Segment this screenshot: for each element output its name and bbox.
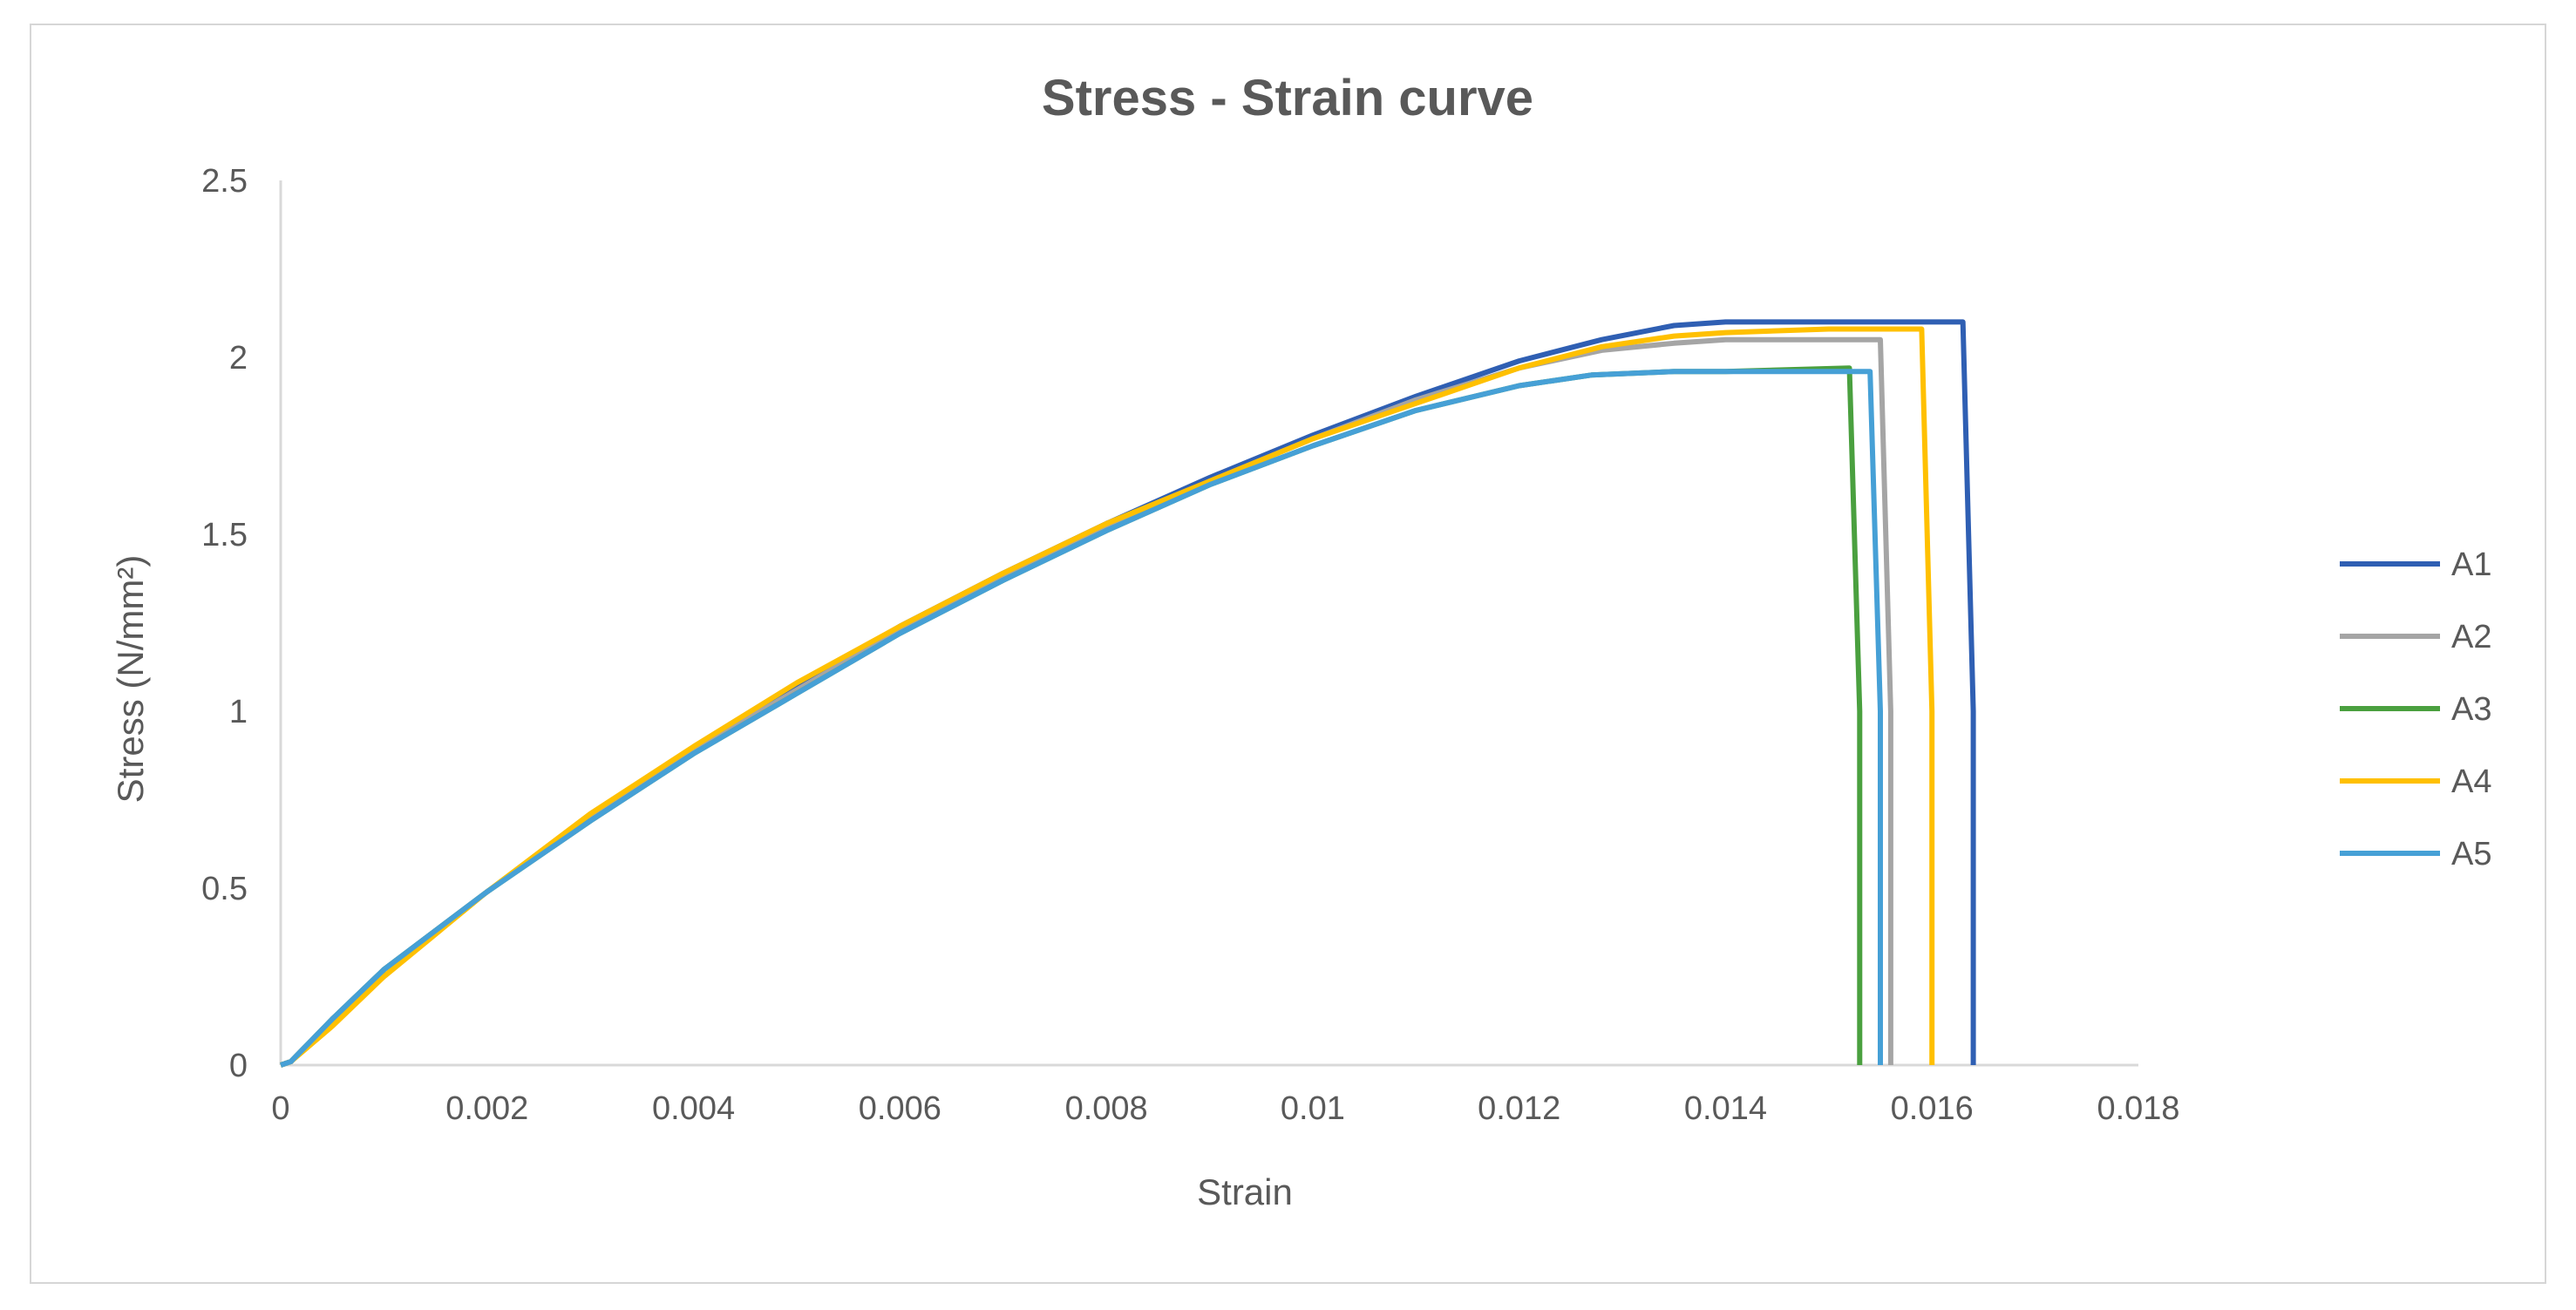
legend: A1 A2 A3 A4 A5 — [2340, 546, 2491, 872]
legend-label-a3: A3 — [2451, 691, 2491, 728]
chart-title: Stress - Strain curve — [1042, 70, 1533, 126]
y-tick-label: 2.5 — [201, 163, 248, 200]
y-tick-label: 1 — [229, 694, 248, 730]
x-tick-label: 0.012 — [1478, 1090, 1560, 1127]
x-tick-label: 0.016 — [1891, 1090, 1974, 1127]
legend-label-a2: A2 — [2451, 619, 2491, 655]
y-tick-label: 0 — [229, 1048, 248, 1084]
y-axis-title: Stress (N/mm²) — [110, 555, 151, 804]
x-tick-label: 0.004 — [652, 1090, 735, 1127]
x-tick-label: 0.01 — [1281, 1090, 1345, 1127]
legend-label-a5: A5 — [2451, 836, 2491, 872]
x-tick-label: 0.014 — [1684, 1090, 1767, 1127]
x-axis-title: Strain — [1197, 1171, 1293, 1212]
axes — [279, 180, 2138, 1067]
x-tick-label: 0.002 — [445, 1090, 528, 1127]
series-line-a5 — [280, 369, 1883, 1068]
y-tick-label: 1.5 — [201, 517, 248, 553]
series-line-a1 — [280, 319, 1976, 1068]
x-axis-ticks: 0 0.002 0.004 0.006 0.008 0.01 0.012 0.014 0.016… — [271, 1090, 2179, 1127]
x-tick-label: 0.006 — [859, 1090, 941, 1127]
series-line-a3 — [280, 365, 1863, 1068]
series-line-a4 — [280, 326, 1935, 1068]
legend-label-a4: A4 — [2451, 764, 2491, 800]
chart-frame: Stress - Strain curve 0 0.002 0.004 0.006 0.… — [30, 24, 2546, 1284]
x-tick-label: 0.008 — [1065, 1090, 1148, 1127]
x-tick-label: 0.018 — [2097, 1090, 2179, 1127]
legend-label-a1: A1 — [2451, 546, 2491, 583]
y-tick-label: 0.5 — [201, 871, 248, 907]
series-lines — [280, 319, 1976, 1068]
stress-strain-chart: Stress - Strain curve 0 0.002 0.004 0.006 0.… — [110, 70, 2491, 1212]
series-line-a2 — [280, 336, 1893, 1068]
y-tick-label: 2 — [229, 340, 248, 377]
x-tick-label: 0 — [271, 1090, 289, 1127]
y-axis-ticks: 0 0.5 1 1.5 2 2.5 — [201, 163, 248, 1084]
